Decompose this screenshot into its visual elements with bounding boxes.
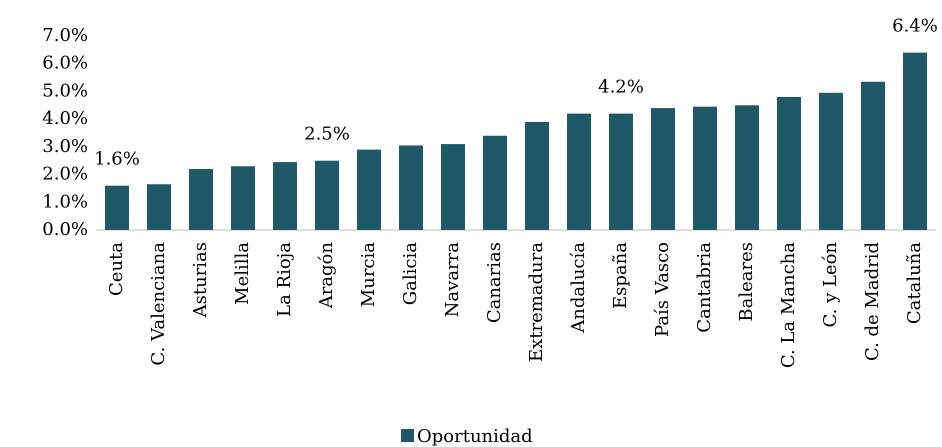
legend-label: Oportunidad (417, 426, 533, 447)
y-tick-label: 2.0% (42, 164, 88, 185)
x-tick-label: España (610, 242, 631, 309)
bar (777, 96, 801, 230)
bar (651, 108, 675, 230)
bar (819, 92, 843, 230)
x-tick-label: La Rioja (274, 242, 295, 317)
bar (861, 81, 885, 230)
bar (399, 145, 423, 230)
bar (273, 162, 297, 230)
bar (357, 149, 381, 230)
bar (147, 184, 171, 230)
bar (483, 135, 507, 230)
y-tick-label: 6.0% (42, 53, 88, 74)
x-tick-label: Asturias (190, 242, 211, 318)
bar (735, 105, 759, 230)
bar (105, 185, 129, 230)
x-tick-label: C. de Madrid (862, 242, 883, 361)
bar (609, 113, 633, 230)
x-tick-label: País Vasco (652, 242, 673, 337)
x-tick-label: C. Valenciana (148, 242, 169, 366)
y-tick-label: 4.0% (42, 108, 88, 129)
x-tick-label: Ceuta (106, 242, 127, 296)
legend-swatch (401, 429, 414, 442)
x-tick-label: C. La Mancha (778, 242, 799, 368)
bar (189, 169, 213, 230)
bar (525, 121, 549, 230)
bar (315, 160, 339, 230)
bar (567, 113, 591, 230)
x-tick-label: Aragón (316, 242, 337, 310)
y-tick-label: 3.0% (42, 136, 88, 157)
x-tick-label: Navarra (442, 242, 463, 318)
bar (903, 52, 927, 230)
x-tick-label: Galicia (400, 242, 421, 305)
x-tick-label: Andalucía (568, 242, 589, 334)
x-tick-label: Murcia (358, 242, 379, 307)
x-tick-label: Cantabria (694, 242, 715, 333)
y-tick-label: 0.0% (42, 219, 88, 240)
x-tick-label: Baleares (736, 242, 757, 322)
bar (693, 106, 717, 230)
y-tick-label: 5.0% (42, 80, 88, 101)
x-tick-label: Extremadura (526, 242, 547, 362)
data-label: 1.6% (94, 149, 140, 170)
x-tick-label: Cataluña (904, 242, 925, 324)
y-tick-label: 7.0% (42, 25, 88, 46)
x-tick-label: C. y León (820, 242, 841, 328)
bar (441, 144, 465, 230)
data-label: 2.5% (304, 124, 350, 145)
data-label: 6.4% (892, 16, 938, 37)
y-tick-label: 1.0% (42, 191, 88, 212)
x-tick-label: Canarias (484, 242, 505, 323)
x-tick-label: Melilla (232, 242, 253, 305)
bar (231, 166, 255, 230)
data-label: 4.2% (598, 77, 644, 98)
